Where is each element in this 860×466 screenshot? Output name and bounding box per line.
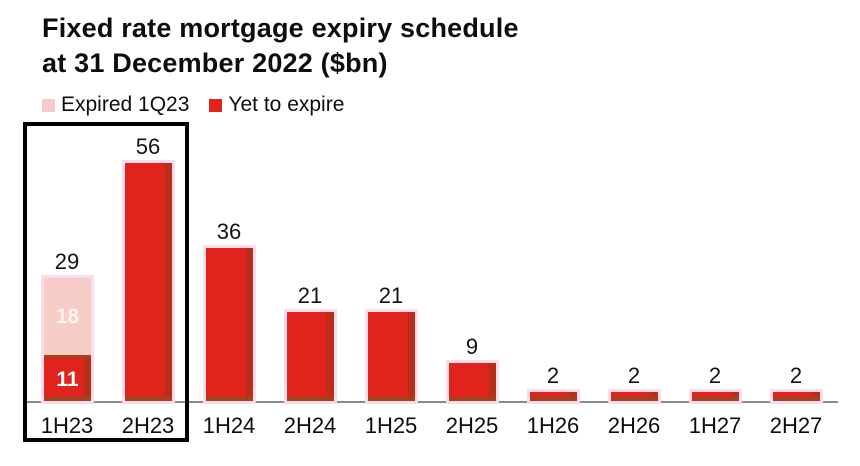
x-axis-label-1h26: 1H26 — [526, 413, 580, 438]
x-axis-label-2h26: 2H26 — [607, 413, 661, 438]
value-label-1h23: 29 — [54, 249, 80, 274]
value-label-2h27: 2 — [789, 363, 803, 388]
x-axis-label-2h24: 2H24 — [283, 413, 337, 438]
segment-yet-to-expire-1h26 — [530, 392, 577, 401]
x-axis-label-2h27: 2H27 — [769, 413, 823, 438]
x-axis-label-2h25: 2H25 — [445, 413, 499, 438]
segment-yet-to-expire-1h24 — [206, 248, 253, 401]
value-label-2h26: 2 — [627, 363, 641, 388]
value-label-1h27: 2 — [708, 363, 722, 388]
bar-1h23: 18 11 — [44, 278, 91, 401]
x-axis-label-1h25: 1H25 — [364, 413, 418, 438]
value-label-2h25: 9 — [465, 334, 479, 359]
value-label-1h25: 21 — [378, 283, 404, 308]
bar-1h26 — [530, 392, 577, 401]
x-axis-label-1h27: 1H27 — [688, 413, 742, 438]
segment-label-expired: 18 — [55, 305, 80, 328]
value-label-1h24: 36 — [216, 219, 242, 244]
segment-yet-to-expire-2h26 — [611, 392, 658, 401]
segment-yet-to-expire-2h25 — [449, 363, 496, 401]
segment-yet-to-expire-2h23 — [125, 163, 172, 401]
x-axis-label-1h24: 1H24 — [202, 413, 256, 438]
legend-item-1: Yet to expire — [209, 93, 344, 117]
x-axis-label-2h23: 2H23 — [121, 413, 175, 438]
legend-label: Expired 1Q23 — [61, 93, 190, 116]
chart-title-line-2: at 31 December 2022 ($bn) — [42, 48, 388, 79]
value-label-1h26: 2 — [546, 363, 560, 388]
x-axis-line — [27, 401, 838, 403]
chart-title-line-1: Fixed rate mortgage expiry schedule — [42, 13, 519, 43]
segment-yet-to-expire-2h27 — [773, 392, 820, 401]
legend-swatch-icon — [209, 98, 223, 112]
segment-label-yet-to-expire: 11 — [56, 368, 79, 391]
segment-yet-to-expire-1h25 — [368, 312, 415, 401]
x-axis-label-1h23: 1H23 — [40, 413, 94, 438]
segment-yet-to-expire-1h23: 11 — [44, 355, 91, 401]
legend-swatch-icon — [42, 98, 55, 112]
value-label-2h24: 21 — [297, 283, 323, 308]
highlight-box-1h23-2h23 — [23, 122, 189, 442]
bar-1h25 — [368, 312, 415, 401]
legend-item-0: Expired 1Q23 — [42, 93, 189, 117]
bar-1h24 — [206, 248, 253, 401]
legend-label: Yet to expire — [228, 93, 345, 116]
bar-2h26 — [611, 392, 658, 401]
bar-2h27 — [773, 392, 820, 401]
segment-yet-to-expire-2h24 — [287, 312, 334, 401]
legend: Expired 1Q23 Yet to expire — [42, 93, 344, 117]
bar-2h24 — [287, 312, 334, 401]
bar-2h25 — [449, 363, 496, 401]
bar-1h27 — [692, 392, 739, 401]
segment-yet-to-expire-1h27 — [692, 392, 739, 401]
value-label-2h23: 56 — [135, 134, 161, 159]
bar-2h23 — [125, 163, 172, 401]
chart-title: Fixed rate mortgage expiry schedule at 3… — [42, 11, 519, 81]
segment-expired-1h23: 18 — [44, 278, 91, 355]
